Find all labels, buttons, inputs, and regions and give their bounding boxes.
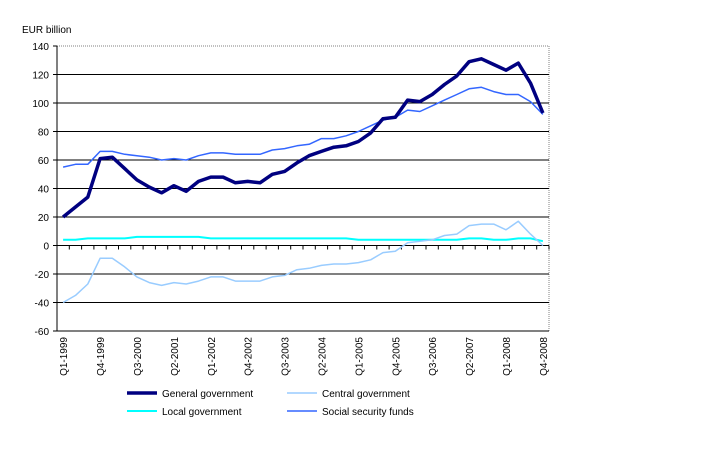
x-tick-label: Q1-2008 <box>502 337 513 376</box>
legend-label: Social security funds <box>322 407 414 418</box>
x-tick-label: Q2-2001 <box>170 337 181 376</box>
x-tick-label: Q4-1999 <box>96 337 107 376</box>
y-axis-ticks: 140 120 100 80 60 40 20 0 -20 -40 -60 <box>32 42 49 338</box>
y-tick-label: 120 <box>32 71 49 82</box>
legend-label: Local government <box>162 407 242 418</box>
y-tick-label: -40 <box>35 299 50 310</box>
y-tick-label: 40 <box>38 185 50 196</box>
y-tick-label: 0 <box>43 242 49 253</box>
legend-label: General government <box>162 389 253 400</box>
y-tick-label: 140 <box>32 42 49 53</box>
y-tick-label: 60 <box>38 156 50 167</box>
y-tick-label: 20 <box>38 213 50 224</box>
gridlines <box>53 45 550 332</box>
x-tick-label: Q4-2005 <box>391 337 402 376</box>
y-axis-label: EUR billion <box>22 25 71 36</box>
plot-border <box>57 45 550 331</box>
series-line-local-government <box>63 235 544 243</box>
series-line-central-government <box>62 220 544 304</box>
y-tick-label: 100 <box>32 99 49 110</box>
x-tick-label: Q2-2007 <box>465 337 476 376</box>
x-tick-label: Q3-2000 <box>133 337 144 376</box>
legend-label: Central government <box>322 389 410 400</box>
x-tick-label: Q1-1999 <box>59 337 70 376</box>
x-tick-label: Q2-2004 <box>317 337 328 376</box>
series-line-general-government <box>62 57 545 219</box>
x-tick-label: Q1-2005 <box>354 337 365 376</box>
series-line-social-security-funds <box>62 86 544 168</box>
x-tick-label: Q3-2006 <box>428 337 439 376</box>
y-tick-label: -60 <box>35 327 50 338</box>
x-tick-label: Q3-2003 <box>281 337 292 376</box>
x-tick-label: Q4-2008 <box>539 337 550 376</box>
series-lines <box>62 57 545 304</box>
legend: General government Central government Loca… <box>127 389 414 418</box>
x-axis-ticks: Q1-1999 Q4-1999 Q3-2000 Q2-2001 Q1-2002 Q4-20… <box>59 337 550 376</box>
y-tick-label: 80 <box>38 128 50 139</box>
y-tick-label: -20 <box>35 270 50 281</box>
x-tick-label: Q4-2002 <box>244 337 255 376</box>
x-tick-label: Q1-2002 <box>207 337 218 376</box>
